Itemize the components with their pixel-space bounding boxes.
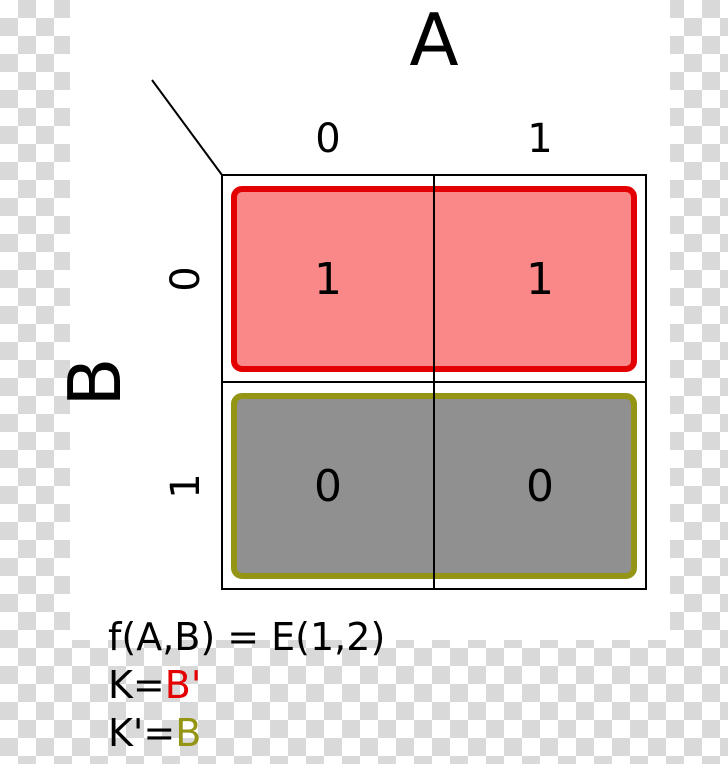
eq-line-1: f(A,B) = E(1,2) <box>108 615 385 659</box>
cell-10: 0 <box>314 461 342 512</box>
cell-11: 0 <box>526 461 554 512</box>
col-header-0: 0 <box>315 116 340 162</box>
cell-00: 1 <box>314 254 342 305</box>
eq2-part-1: B' <box>165 663 202 707</box>
cell-01: 1 <box>526 254 554 305</box>
row-header-0: 0 <box>163 266 209 291</box>
kmap-svg: A B 0 1 0 1 1 1 0 0 f(A,B) = E(1,2) K=B'… <box>0 0 728 764</box>
row-header-1: 1 <box>163 473 209 498</box>
eq2-part-0: K= <box>108 663 165 707</box>
var-a-label: A <box>409 0 458 82</box>
eq3-part-1: B <box>175 711 201 755</box>
var-b-label: B <box>53 357 137 406</box>
eq-line-2: K=B' <box>108 663 201 707</box>
col-header-1: 1 <box>527 116 552 162</box>
diagram-content: A B 0 1 0 1 1 1 0 0 f(A,B) = E(1,2) K=B'… <box>0 0 728 764</box>
eq3-part-0: K'= <box>108 711 175 755</box>
eq-line-3: K'=B <box>108 711 201 755</box>
kmap-diagram: A B 0 1 0 1 1 1 0 0 f(A,B) = E(1,2) K=B'… <box>0 0 728 764</box>
